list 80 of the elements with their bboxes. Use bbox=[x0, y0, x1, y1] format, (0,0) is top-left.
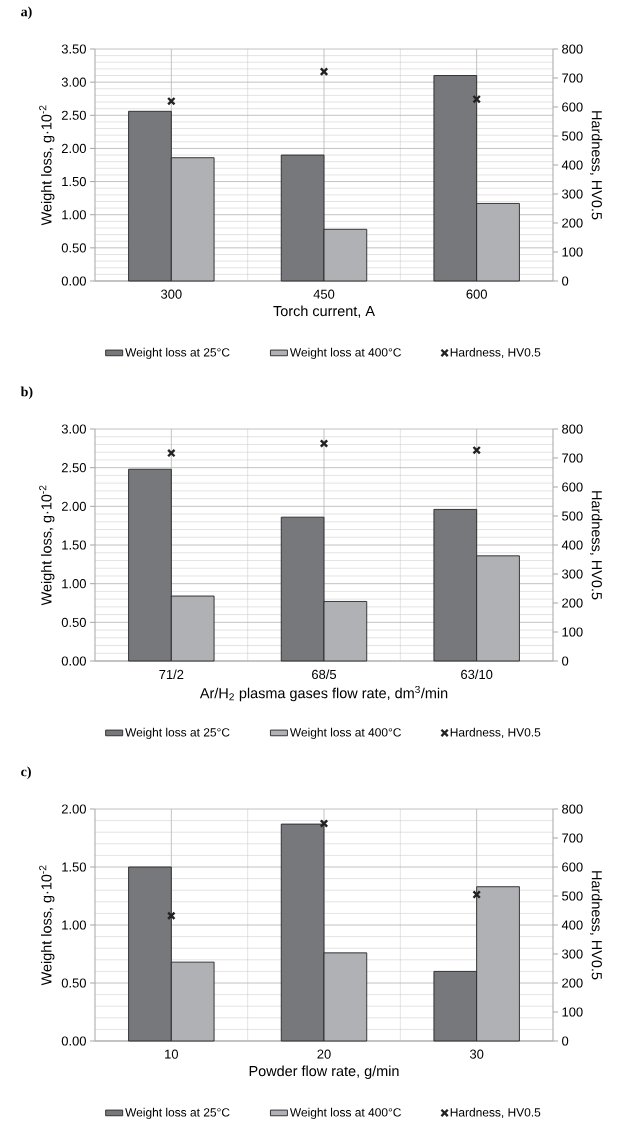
y-tick-label: 0.50 bbox=[61, 617, 86, 627]
y2-axis-title: Hardness, HV0.5 bbox=[589, 491, 603, 600]
y2-tick-label: 600 bbox=[562, 102, 583, 112]
y2-tick-label: 400 bbox=[561, 160, 583, 170]
y-tick-label: 3.00 bbox=[61, 424, 86, 434]
y2-axis-title: Hardness, HV0.5 bbox=[589, 871, 603, 980]
legend-label: Hardness, HV0.5 bbox=[450, 1107, 541, 1119]
y2-tick-label: 300 bbox=[562, 189, 583, 199]
x-tick-label: 71/2 bbox=[159, 669, 184, 680]
y-tick-label: 3.50 bbox=[61, 44, 86, 54]
chart-title: b) bbox=[20, 386, 33, 400]
x-tick-label: 300 bbox=[161, 289, 182, 299]
y-tick-label: 2.50 bbox=[61, 110, 86, 120]
x-tick-label: 10 bbox=[165, 1049, 179, 1059]
y2-tick-label: 700 bbox=[562, 73, 583, 83]
y-axis-title: Weight loss, g·10$^{-2}$ bbox=[39, 485, 55, 606]
y2-tick-label: 100 bbox=[562, 247, 583, 257]
y-axis-title: Weight loss, g·10$^{-2}$ bbox=[39, 865, 55, 986]
x-tick-label: 63/10 bbox=[461, 669, 493, 680]
y2-tick-label: 500 bbox=[562, 131, 583, 141]
y-tick-label: 2.50 bbox=[61, 463, 86, 473]
y2-tick-label: 200 bbox=[562, 978, 583, 988]
y-tick-label: 1.00 bbox=[62, 579, 86, 589]
y-tick-label: 2.00 bbox=[61, 804, 86, 814]
y2-tick-label: 300 bbox=[562, 569, 583, 579]
y2-tick-label: 400 bbox=[561, 920, 583, 930]
y2-tick-label: 800 bbox=[562, 44, 583, 54]
point bbox=[319, 67, 329, 76]
legend-label: Weight loss at 400°C bbox=[289, 347, 401, 359]
y-tick-label: 1.00 bbox=[62, 210, 86, 220]
y-tick-label: 0.00 bbox=[61, 1036, 86, 1046]
x-tick-label: 68/5 bbox=[312, 669, 337, 680]
legend-label: Hardness, HV0.5 bbox=[450, 347, 541, 359]
legend-label: Weight loss at 25°C bbox=[125, 727, 230, 739]
y2-tick-label: 500 bbox=[562, 891, 583, 901]
x-axis-title: Powder flow rate, g/min bbox=[249, 1065, 399, 1080]
y2-tick-label: 500 bbox=[562, 511, 583, 521]
y-tick-label: 1.50 bbox=[62, 862, 86, 872]
y2-tick-label: 0 bbox=[562, 1036, 569, 1046]
y-tick-label: 3.00 bbox=[61, 77, 86, 87]
point bbox=[319, 439, 329, 448]
x-axis-title: Torch current, A bbox=[273, 305, 375, 318]
y-tick-label: 2.00 bbox=[61, 501, 86, 511]
x-tick-label: 30 bbox=[469, 1049, 484, 1059]
x-axis-title: Ar/H$_{2}$ plasma gases flow rate, dm$^{3}$/min bbox=[199, 685, 448, 702]
y2-tick-label: 300 bbox=[562, 949, 583, 959]
y2-tick-label: 200 bbox=[562, 598, 583, 608]
legend-label: Hardness, HV0.5 bbox=[450, 727, 541, 739]
y2-tick-label: 100 bbox=[562, 1007, 583, 1017]
x-tick-label: 20 bbox=[317, 1049, 331, 1059]
y2-tick-label: 600 bbox=[562, 482, 583, 492]
y-axis-title: Weight loss, g·10$^{-2}$ bbox=[39, 105, 55, 226]
y-tick-label: 0.50 bbox=[61, 243, 86, 253]
legend-label: Weight loss at 25°C bbox=[125, 1107, 230, 1119]
chart-title: a) bbox=[21, 6, 32, 20]
y2-tick-label: 700 bbox=[562, 833, 583, 843]
y-tick-label: 0.50 bbox=[61, 978, 86, 988]
y2-tick-label: 600 bbox=[562, 862, 583, 872]
y-tick-label: 2.00 bbox=[61, 143, 86, 154]
legend-label: Weight loss at 400°C bbox=[289, 727, 401, 739]
y2-tick-label: 0 bbox=[562, 276, 569, 286]
y2-tick-label: 400 bbox=[561, 540, 583, 550]
y2-tick-label: 100 bbox=[562, 627, 583, 637]
y-tick-label: 1.50 bbox=[62, 540, 86, 550]
y-tick-label: 1.00 bbox=[62, 920, 86, 930]
y-tick-label: 0.00 bbox=[61, 276, 86, 286]
legend-label: Weight loss at 400°C bbox=[289, 1107, 401, 1119]
y2-tick-label: 200 bbox=[562, 218, 583, 228]
chart-title: c) bbox=[21, 766, 31, 780]
y2-tick-label: 800 bbox=[562, 804, 583, 814]
y2-tick-label: 800 bbox=[562, 424, 583, 434]
point bbox=[319, 819, 329, 828]
y2-axis-title: Hardness, HV0.5 bbox=[589, 111, 603, 220]
x-tick-label: 450 bbox=[313, 289, 335, 299]
y2-tick-label: 0 bbox=[562, 656, 569, 666]
legend-label: Weight loss at 25°C bbox=[125, 347, 230, 359]
x-tick-label: 600 bbox=[466, 289, 487, 299]
y-tick-label: 1.50 bbox=[62, 176, 86, 187]
y-tick-label: 0.00 bbox=[61, 656, 86, 666]
y2-tick-label: 700 bbox=[562, 453, 583, 463]
